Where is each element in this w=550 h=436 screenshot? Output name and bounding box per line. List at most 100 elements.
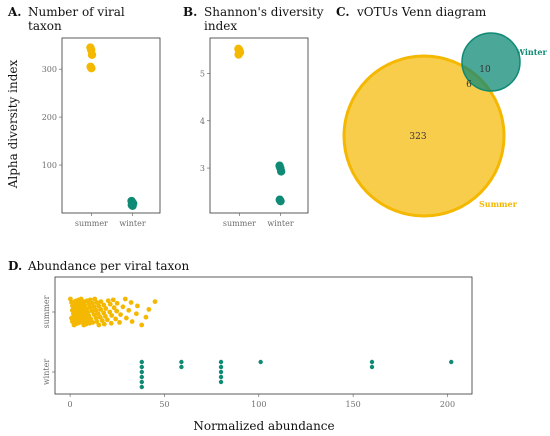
panel-d-point-summer: [108, 320, 114, 326]
panel-d-point-summer: [94, 300, 100, 305]
panel-d-point-summer: [133, 311, 139, 317]
panel-a-title-line-1: Number of viral: [28, 5, 125, 19]
panel-d-point-summer: [110, 297, 116, 303]
panel-a-y-tick-label: 300: [42, 65, 57, 74]
venn-label-winter: Winter: [515, 47, 547, 57]
x-axis-label: Normalized abundance: [193, 419, 334, 433]
panel-a-y-tick-label: 100: [42, 161, 57, 170]
panel-d-point-winter: [179, 364, 184, 370]
panel-d-point-winter: [179, 359, 184, 365]
panel-d-point-winter: [139, 384, 144, 390]
panel-d-x-tick-label: 200: [440, 400, 455, 409]
venn-label-summer: Summer: [479, 199, 518, 209]
panel-d-point-winter: [218, 364, 224, 370]
panel-d-point-summer: [120, 304, 126, 310]
panel-c-title: vOTUs Venn diagram: [356, 5, 487, 19]
panel-d-point-summer: [89, 308, 95, 314]
venn-count-summer-only: 323: [409, 132, 426, 142]
panel-d-point-summer: [129, 319, 135, 324]
panel-b-x-tick-label-summer: summer: [223, 219, 256, 228]
panel-a-point-winter: [128, 201, 137, 211]
panel-d-point-summer: [91, 304, 97, 310]
panel-b-point-summer: [234, 50, 243, 59]
panel-d-point-summer: [86, 313, 92, 318]
panel-d-point-summer: [114, 308, 120, 314]
panel-b-y-tick-label: 3: [200, 164, 205, 173]
panel-d-point-summer: [118, 312, 123, 317]
panel-a-point-summer: [87, 50, 97, 59]
panel-d-label: D.: [8, 259, 22, 273]
panel-d-point-summer: [152, 299, 158, 304]
panel-d-point-summer: [101, 321, 107, 327]
panel-a-title-line-2: taxon: [28, 19, 62, 33]
panel-d-point-summer: [128, 300, 134, 305]
panel-d-point-summer: [96, 303, 102, 309]
panel-d-y-tick-label-winter: winter: [42, 359, 51, 386]
panel-a-x-tick-label-winter: winter: [119, 219, 146, 228]
panel-c-venn-diagram: C. vOTUs Venn diagram 323 10 6 Winter Su…: [336, 5, 547, 218]
panel-d-point-summer: [135, 303, 140, 309]
panel-d-point-summer: [97, 314, 103, 320]
y-axis-label: Alpha diversity index: [6, 60, 20, 190]
panel-d-point-summer: [103, 306, 109, 311]
panel-d-point-summer: [117, 320, 122, 325]
panel-d-x-tick-label: 100: [251, 400, 266, 409]
panel-d-abundance-per-viral-taxon: D. Abundance per viral taxon summer winte…: [8, 259, 473, 433]
panel-a-x-tick-label-summer: summer: [75, 219, 108, 228]
panel-b-point-winter: [276, 196, 285, 206]
panel-d-plot-frame: [54, 276, 473, 395]
panel-d-point-summer: [111, 305, 117, 311]
panel-d-x-tick-label: 150: [345, 400, 360, 409]
panel-d-point-summer: [98, 307, 104, 312]
panel-b-x-tick-label-winter: winter: [267, 219, 294, 228]
panel-a-number-of-viral-taxon: A. Number of viral taxon Alpha diversity…: [6, 5, 161, 228]
panel-d-point-summer: [96, 322, 102, 328]
panel-d-point-summer: [93, 307, 99, 313]
panel-d-x-tick-label: 50: [159, 400, 169, 409]
panel-d-point-summer: [91, 312, 97, 317]
panel-d-point-summer: [95, 311, 101, 317]
panel-d-point-summer: [139, 322, 145, 328]
panel-d-point-summer: [94, 319, 100, 324]
venn-circle-summer: [342, 54, 506, 218]
panel-b-title-line-1: Shannon's diversity: [204, 5, 324, 19]
panel-a-y-tick-label: 200: [42, 113, 57, 122]
panel-d-point-summer: [123, 315, 129, 321]
panel-d-point-winter: [258, 359, 263, 365]
panel-d-point-summer: [143, 314, 149, 320]
panel-d-point-summer: [104, 317, 110, 323]
panel-d-point-summer: [92, 296, 98, 302]
panel-d-point-summer: [101, 302, 107, 308]
panel-d-point-summer: [102, 313, 108, 319]
panel-b-y-tick-label: 5: [200, 69, 205, 78]
panel-d-point-winter: [139, 359, 144, 365]
panel-d-point-summer: [146, 307, 152, 312]
panel-d-y-tick-label-summer: summer: [42, 295, 51, 328]
panel-b-plot-frame: [209, 37, 309, 214]
panel-b-label: B.: [183, 5, 197, 19]
panel-d-point-winter: [218, 374, 224, 380]
panel-a-plot-frame: [61, 37, 161, 214]
panel-a-point-summer: [87, 64, 96, 73]
panel-d-point-summer: [113, 316, 119, 322]
panel-d-point-summer: [107, 301, 113, 307]
panel-d-point-summer: [107, 309, 113, 315]
panel-d-point-winter: [218, 379, 224, 385]
panel-d-title: Abundance per viral taxon: [27, 259, 189, 273]
panel-d-point-winter: [139, 364, 144, 370]
panel-d-point-winter: [218, 369, 224, 375]
panel-d-point-winter: [449, 359, 454, 365]
panel-a-label: A.: [7, 5, 22, 19]
panel-d-x-tick-label: 0: [68, 400, 73, 409]
panel-d-point-summer: [114, 300, 120, 306]
panel-b-y-tick-label: 4: [200, 117, 205, 126]
panel-d-point-summer: [122, 296, 128, 302]
panel-d-point-summer: [82, 302, 87, 308]
panel-d-point-winter: [369, 359, 375, 365]
panel-b-point-winter: [276, 167, 286, 176]
venn-count-winter-only: 10: [479, 65, 491, 75]
panel-d-point-summer: [90, 320, 96, 325]
panel-d-point-winter: [218, 359, 224, 365]
panel-d-point-summer: [89, 300, 95, 306]
